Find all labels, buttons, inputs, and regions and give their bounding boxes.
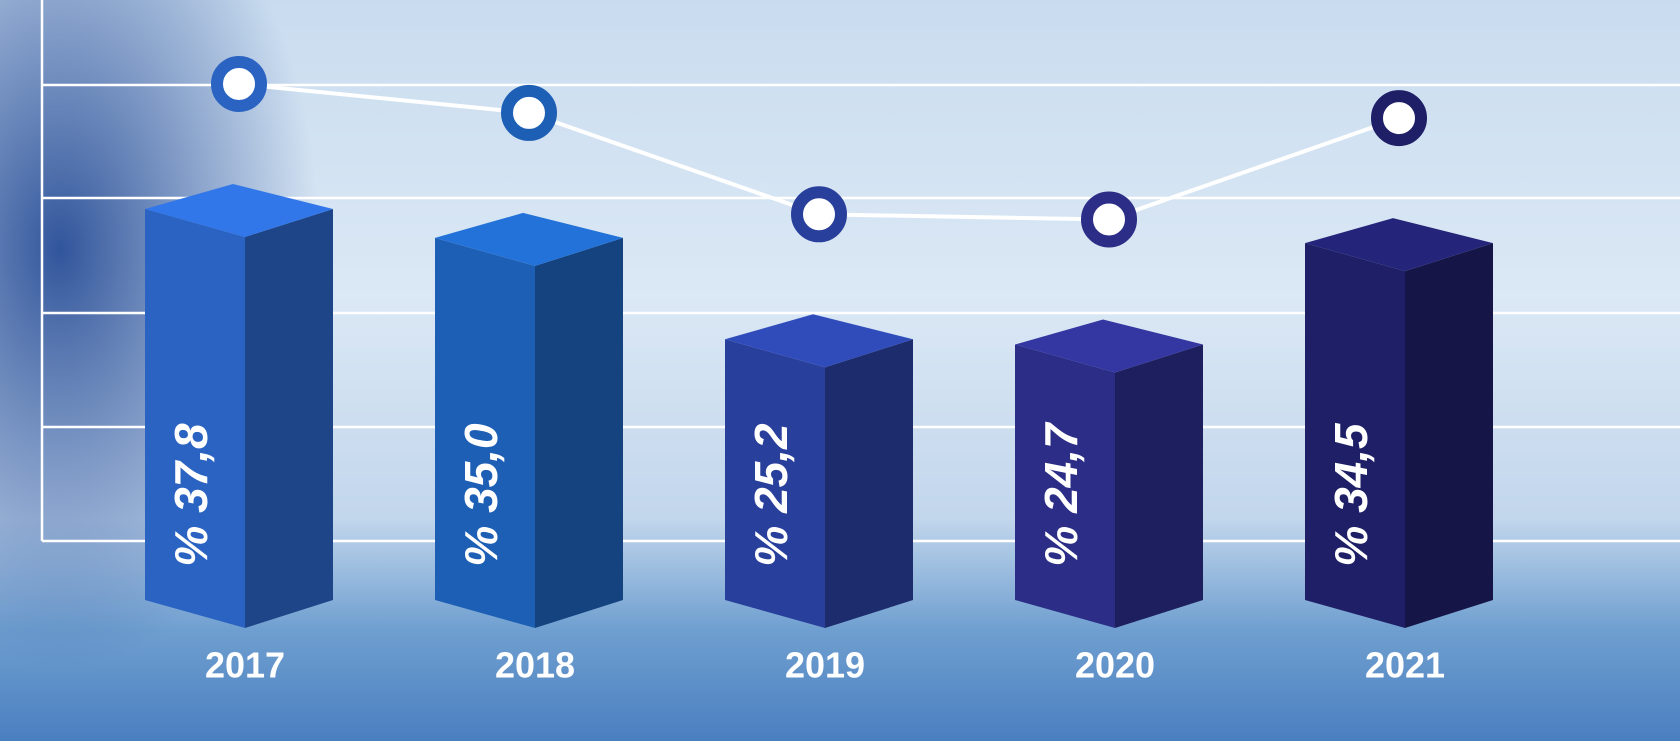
bar-side (1115, 344, 1203, 628)
x-tick-label: 2020 (1075, 645, 1155, 686)
line-marker (507, 91, 551, 135)
bar-side (825, 339, 913, 628)
chart-background: % 37,8 2017 % 35,0 2018 % 25,2 2019 % 24,7 2020… (0, 0, 1680, 741)
value-label: % 37,8 (165, 423, 217, 567)
chart: % 37,8 2017 % 35,0 2018 % 25,2 2019 % 24,7 2020… (0, 0, 1680, 741)
bar-side (245, 209, 333, 628)
value-label: % 35,0 (455, 423, 507, 567)
x-tick-label: 2021 (1365, 645, 1445, 686)
x-tick-label: 2019 (785, 645, 865, 686)
value-label: % 25,2 (745, 423, 797, 567)
line-marker (217, 62, 261, 106)
x-tick-label: 2018 (495, 645, 575, 686)
line-marker (1377, 96, 1421, 140)
value-label: % 34,5 (1325, 422, 1377, 567)
x-tick-label: 2017 (205, 645, 285, 686)
line-marker (797, 192, 841, 236)
bar-side (535, 238, 623, 628)
bar-side (1405, 243, 1493, 628)
line-marker (1087, 197, 1131, 241)
value-label: % 24,7 (1035, 421, 1087, 567)
